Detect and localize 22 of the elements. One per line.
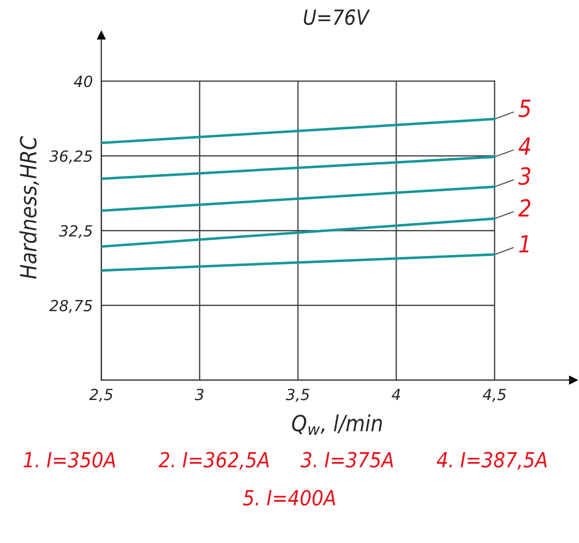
x-tick-label: 4 [392,388,400,400]
text: 5. I=400A [243,490,336,506]
y-axis-title: Hardness,HRC [19,136,39,279]
text: 2. I=362,5A [158,452,269,470]
x-tick-label: 3,5 [286,388,310,402]
y-tick-label: 32,5 [59,225,92,238]
x-tick-label: 3 [194,388,204,400]
series-label: 1 [519,235,528,252]
series-label: 4 [518,138,530,155]
chart-title: U=76V [304,9,370,26]
y-tick-label: 40 [74,76,92,88]
text: 1. I=350A [24,452,116,468]
y-tick-label: 36,25 [49,150,92,164]
y-tick-label: 28,75 [49,300,92,313]
text: 4. I=387,5A [436,452,547,470]
series-label: 2 [518,199,530,217]
x-tick-label: 2,5 [89,388,113,402]
x-tick-label: 4,5 [482,388,506,402]
x-axis-title: Q$_{w}$, l/min [292,414,382,435]
text: 3. I=375A [300,452,393,468]
series-label: 3 [518,167,530,185]
series-label: 5 [518,100,531,118]
